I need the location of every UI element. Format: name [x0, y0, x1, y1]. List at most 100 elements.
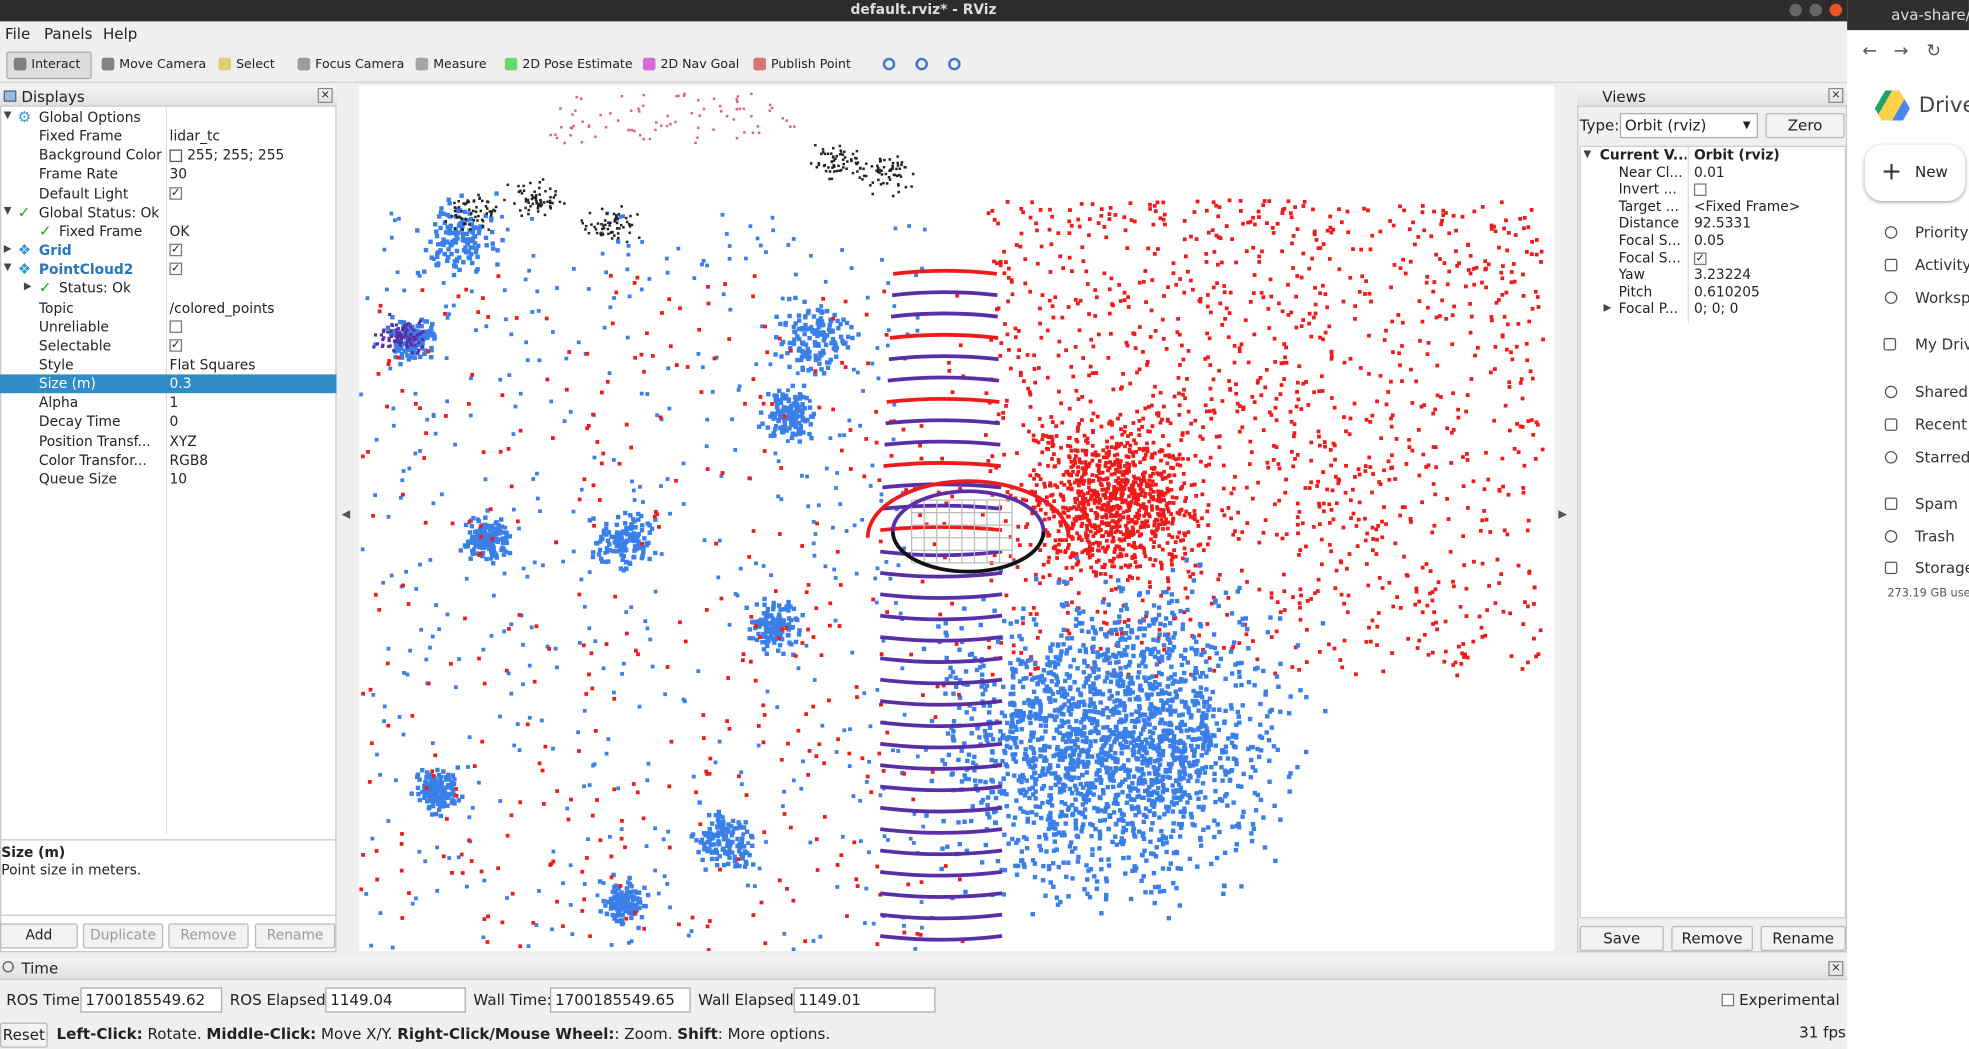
checkbox[interactable]: ✓: [169, 243, 183, 257]
point: [1474, 265, 1479, 270]
point: [1472, 209, 1477, 214]
point: [747, 635, 752, 641]
viewport-handle[interactable]: ◀: [341, 508, 351, 522]
point: [1137, 626, 1142, 632]
point: [1297, 667, 1302, 672]
window-button[interactable]: [1789, 3, 1802, 17]
point: [1347, 552, 1352, 556]
tool-button[interactable]: Publish Point: [770, 57, 851, 72]
expander[interactable]: ▶: [23, 280, 32, 292]
point: [1179, 728, 1184, 734]
tool-button[interactable]: Interact: [31, 57, 81, 72]
tool-button[interactable]: 2D Nav Goal: [660, 57, 740, 72]
menu-item[interactable]: Panels: [43, 25, 93, 43]
point: [1084, 269, 1089, 274]
point: [1158, 560, 1163, 565]
point: [1207, 740, 1213, 745]
point: [1028, 542, 1033, 547]
checkbox[interactable]: ✓: [169, 338, 183, 352]
point: [951, 718, 957, 724]
point: [1294, 404, 1299, 409]
point: [1295, 764, 1300, 770]
point: [1069, 534, 1074, 539]
point: [1209, 601, 1214, 606]
point: [1034, 714, 1039, 719]
point: [1214, 651, 1219, 656]
point: [1333, 586, 1338, 591]
point: [1086, 787, 1092, 792]
point: [1035, 635, 1040, 640]
point: [637, 545, 642, 551]
tool-icon[interactable]: [882, 57, 896, 71]
menu-item[interactable]: File: [5, 25, 31, 43]
point: [1059, 401, 1063, 406]
point: [622, 521, 628, 526]
point: [1072, 742, 1078, 748]
point: [1180, 622, 1186, 627]
tool-icon[interactable]: [915, 57, 928, 71]
point: [945, 844, 950, 849]
point: [1284, 360, 1289, 365]
point: [1044, 758, 1049, 763]
close-button[interactable]: ×: [317, 87, 333, 104]
point: [981, 596, 986, 602]
point: [773, 629, 779, 634]
point: [1101, 735, 1106, 740]
viewport-3d[interactable]: [359, 85, 1555, 952]
point: [1222, 513, 1227, 518]
tool-button[interactable]: 2D Pose Estimate: [522, 57, 633, 72]
point: [1170, 610, 1175, 616]
point: [1043, 723, 1049, 729]
tool-button[interactable]: Focus Camera: [315, 57, 405, 72]
point: [1274, 532, 1279, 537]
point: [1353, 475, 1357, 479]
point: [969, 731, 974, 736]
point: [1067, 645, 1073, 651]
expander[interactable]: ▼: [3, 204, 12, 216]
point: [1088, 399, 1093, 404]
point: [795, 357, 800, 363]
panel-button[interactable]: Remove: [168, 923, 249, 949]
point: [1065, 636, 1070, 641]
point: [1192, 482, 1197, 487]
point: [1095, 753, 1101, 758]
point: [1201, 827, 1206, 832]
panel-button[interactable]: Rename: [254, 923, 336, 949]
point: [1124, 509, 1129, 513]
point: [1533, 456, 1538, 461]
point: [1371, 537, 1375, 541]
expander[interactable]: ▶: [3, 242, 12, 254]
point: [1378, 373, 1383, 378]
point: [765, 425, 770, 430]
expander[interactable]: ▼: [3, 261, 12, 273]
point: [1026, 761, 1032, 767]
checkbox[interactable]: ✓: [169, 262, 183, 276]
point: [1021, 710, 1026, 716]
tool-button[interactable]: Select: [236, 57, 275, 72]
expander[interactable]: ▼: [3, 109, 12, 121]
panel-button[interactable]: Add: [0, 923, 78, 949]
point: [984, 737, 989, 742]
point: [1497, 488, 1502, 493]
point: [1031, 700, 1036, 706]
panel-button[interactable]: Duplicate: [82, 923, 164, 949]
menu-item[interactable]: Help: [102, 25, 138, 43]
point: [1080, 773, 1085, 778]
checkbox[interactable]: ✓: [169, 186, 183, 200]
point: [1131, 643, 1136, 649]
point: [1024, 845, 1030, 851]
point: [1280, 309, 1285, 314]
tool-button[interactable]: Move Camera: [119, 57, 207, 72]
window-button[interactable]: [1829, 3, 1843, 17]
tool-icon[interactable]: [948, 57, 961, 71]
point: [1154, 845, 1159, 850]
window-button[interactable]: [1809, 3, 1823, 17]
point: [1095, 609, 1100, 614]
viewport-handle[interactable]: ▶: [1558, 508, 1568, 522]
point: [1163, 476, 1168, 480]
point: [1151, 637, 1156, 642]
point: [1146, 716, 1151, 721]
point: [1151, 789, 1157, 794]
tool-button[interactable]: Measure: [433, 57, 487, 72]
checkbox[interactable]: [169, 319, 183, 333]
